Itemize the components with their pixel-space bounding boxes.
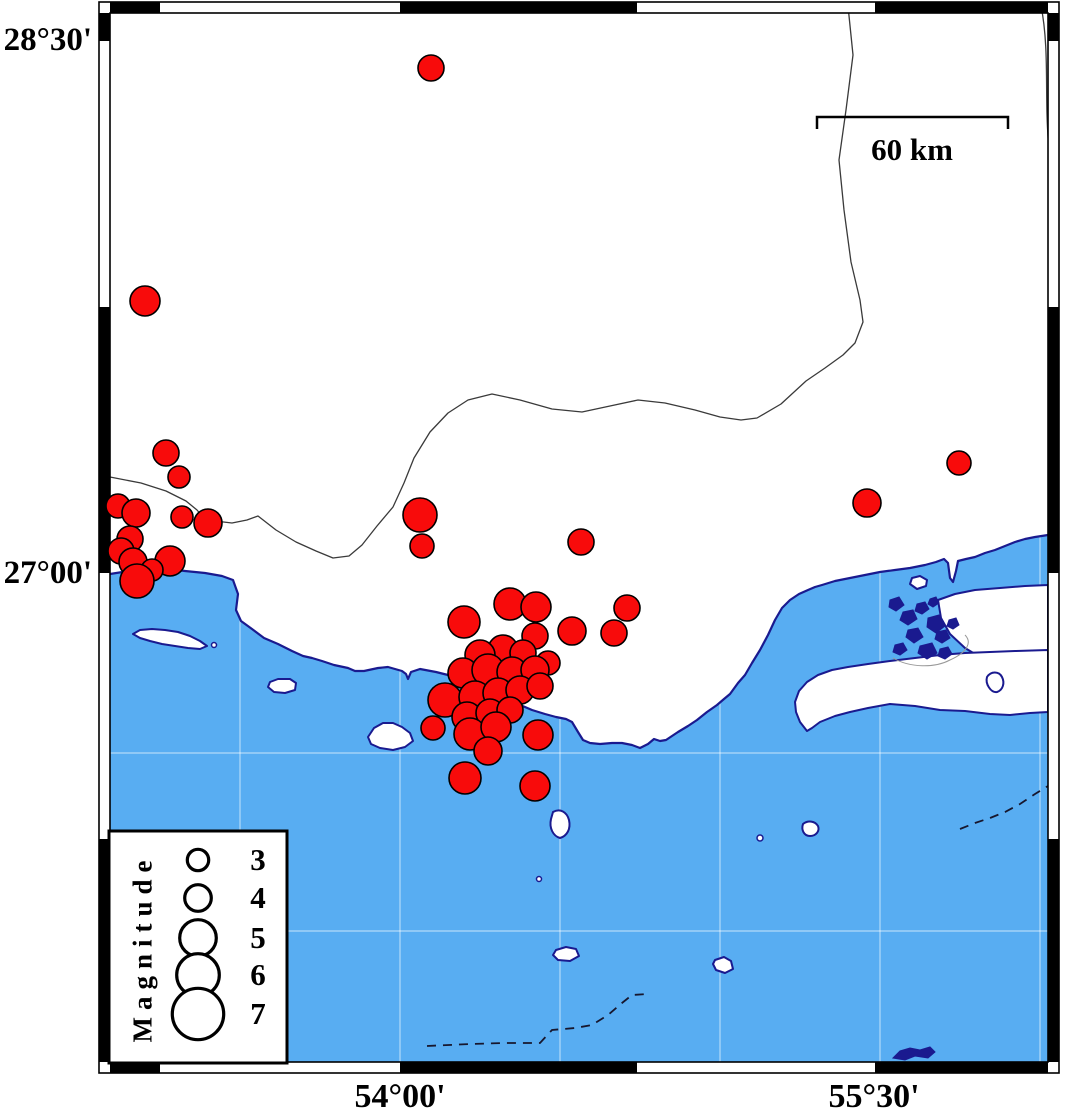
island <box>549 809 571 839</box>
frame-inner-line <box>109 12 1049 1063</box>
mangrove-islet <box>934 629 951 644</box>
earthquake-marker <box>567 528 595 556</box>
mangrove-islet <box>899 609 918 626</box>
mangrove-islet <box>946 617 960 630</box>
island <box>985 671 1005 694</box>
legend-magnitude-circle <box>178 918 218 958</box>
earthquake-marker <box>167 465 191 489</box>
mainland-coastline <box>109 533 1049 750</box>
boundary-line <box>109 5 864 559</box>
legend-box <box>107 829 289 1065</box>
earthquake-marker <box>119 563 155 599</box>
mangrove-islet <box>892 642 908 656</box>
earthquake-marker <box>448 761 482 795</box>
frame-tick-segment <box>99 839 110 1062</box>
frame-tick-segment <box>400 1062 637 1073</box>
lat-label-28-30: 28°30' <box>3 22 92 58</box>
earthquake-marker <box>417 54 445 82</box>
frame-tick-segment <box>110 1062 160 1073</box>
frame-tick-segment <box>110 2 160 13</box>
islet-dot <box>535 875 543 883</box>
earthquake-marker <box>152 439 180 467</box>
earthquake-marker <box>519 770 551 802</box>
earthquake-marker <box>129 285 161 317</box>
lon-label-55-30: 55°30' <box>828 1078 920 1115</box>
frame-tick-segment <box>1048 13 1059 41</box>
frame-tick-segment <box>1048 839 1059 1062</box>
earthquake-marker <box>613 594 641 622</box>
mangrove-islet <box>926 614 946 634</box>
earthquake-marker <box>520 591 552 623</box>
island <box>909 575 928 590</box>
mangrove-islet <box>891 1046 936 1061</box>
islet-dot <box>210 641 218 649</box>
island <box>552 946 580 962</box>
boundary-lines-layer <box>109 5 1055 559</box>
maritime-dashed-line <box>959 785 1049 830</box>
frame-tick-segment <box>875 2 1048 13</box>
lon-label-54-00: 54°00' <box>354 1078 446 1115</box>
earthquake-marker <box>946 450 972 476</box>
legend-magnitude-circle <box>185 847 211 873</box>
earthquake-marker <box>526 672 554 700</box>
legend-magnitude-circle <box>170 986 226 1042</box>
island <box>267 678 297 694</box>
earthquake-marker <box>600 619 628 647</box>
legend-label-mag7: 7 <box>250 996 266 1031</box>
mangrove-islet <box>917 642 938 660</box>
earthquake-marker <box>522 719 554 751</box>
scale-bar-label: 60 km <box>871 132 953 167</box>
legend-label-mag5: 5 <box>250 920 266 955</box>
island <box>801 820 820 837</box>
earthquake-marker <box>170 505 194 529</box>
earthquake-marker <box>402 497 438 533</box>
sea-polygon <box>110 535 1048 1062</box>
sea-layer <box>110 535 1048 1062</box>
earthquake-marker <box>852 488 882 518</box>
frame-tick-segment <box>1048 307 1059 573</box>
earthquake-marker <box>409 533 435 559</box>
island <box>367 722 414 751</box>
maritime-dashed-line <box>426 993 649 1047</box>
lat-label-27-00: 27°00' <box>3 555 92 591</box>
mangrove-islet <box>888 596 905 612</box>
legend-label-mag3: 3 <box>250 842 266 877</box>
islands-layer <box>132 575 1049 974</box>
legend-label-mag6: 6 <box>250 957 266 992</box>
maritime-dashed-lines-layer <box>426 785 1049 1047</box>
map-frame <box>98 1 1060 1074</box>
islet-dot <box>756 834 764 842</box>
earthquake-marker <box>121 498 151 528</box>
shallow-water-contour <box>892 634 969 667</box>
scale-bar-bracket <box>815 115 1010 129</box>
earthquake-marker <box>557 616 587 646</box>
mangrove-islet <box>937 646 953 660</box>
earthquake-marker <box>193 508 223 538</box>
earthquake-marker <box>473 736 503 766</box>
mangrove-islet <box>914 601 930 615</box>
frame-outer-line <box>98 1 1060 1074</box>
frame-tick-segment <box>99 13 110 41</box>
mangrove-islets-layer <box>888 596 969 1061</box>
island <box>794 649 1049 732</box>
earthquake-marker <box>447 605 481 639</box>
mangrove-islet <box>927 596 940 608</box>
legend-title: Magnitude <box>127 853 158 1043</box>
island <box>132 628 208 650</box>
frame-tick-segment <box>400 2 637 13</box>
island <box>712 956 734 974</box>
legend-magnitude-circle <box>183 883 213 913</box>
frame-tick-segment <box>99 307 110 573</box>
coastline-layer <box>109 533 1049 750</box>
scale-bar <box>815 115 1010 129</box>
mangrove-islet <box>905 627 924 644</box>
earthquake-marker <box>420 715 446 741</box>
frame-tick-segment <box>875 1062 1048 1073</box>
legend-label-mag4: 4 <box>250 880 266 915</box>
earthquake-markers-layer <box>105 54 972 802</box>
